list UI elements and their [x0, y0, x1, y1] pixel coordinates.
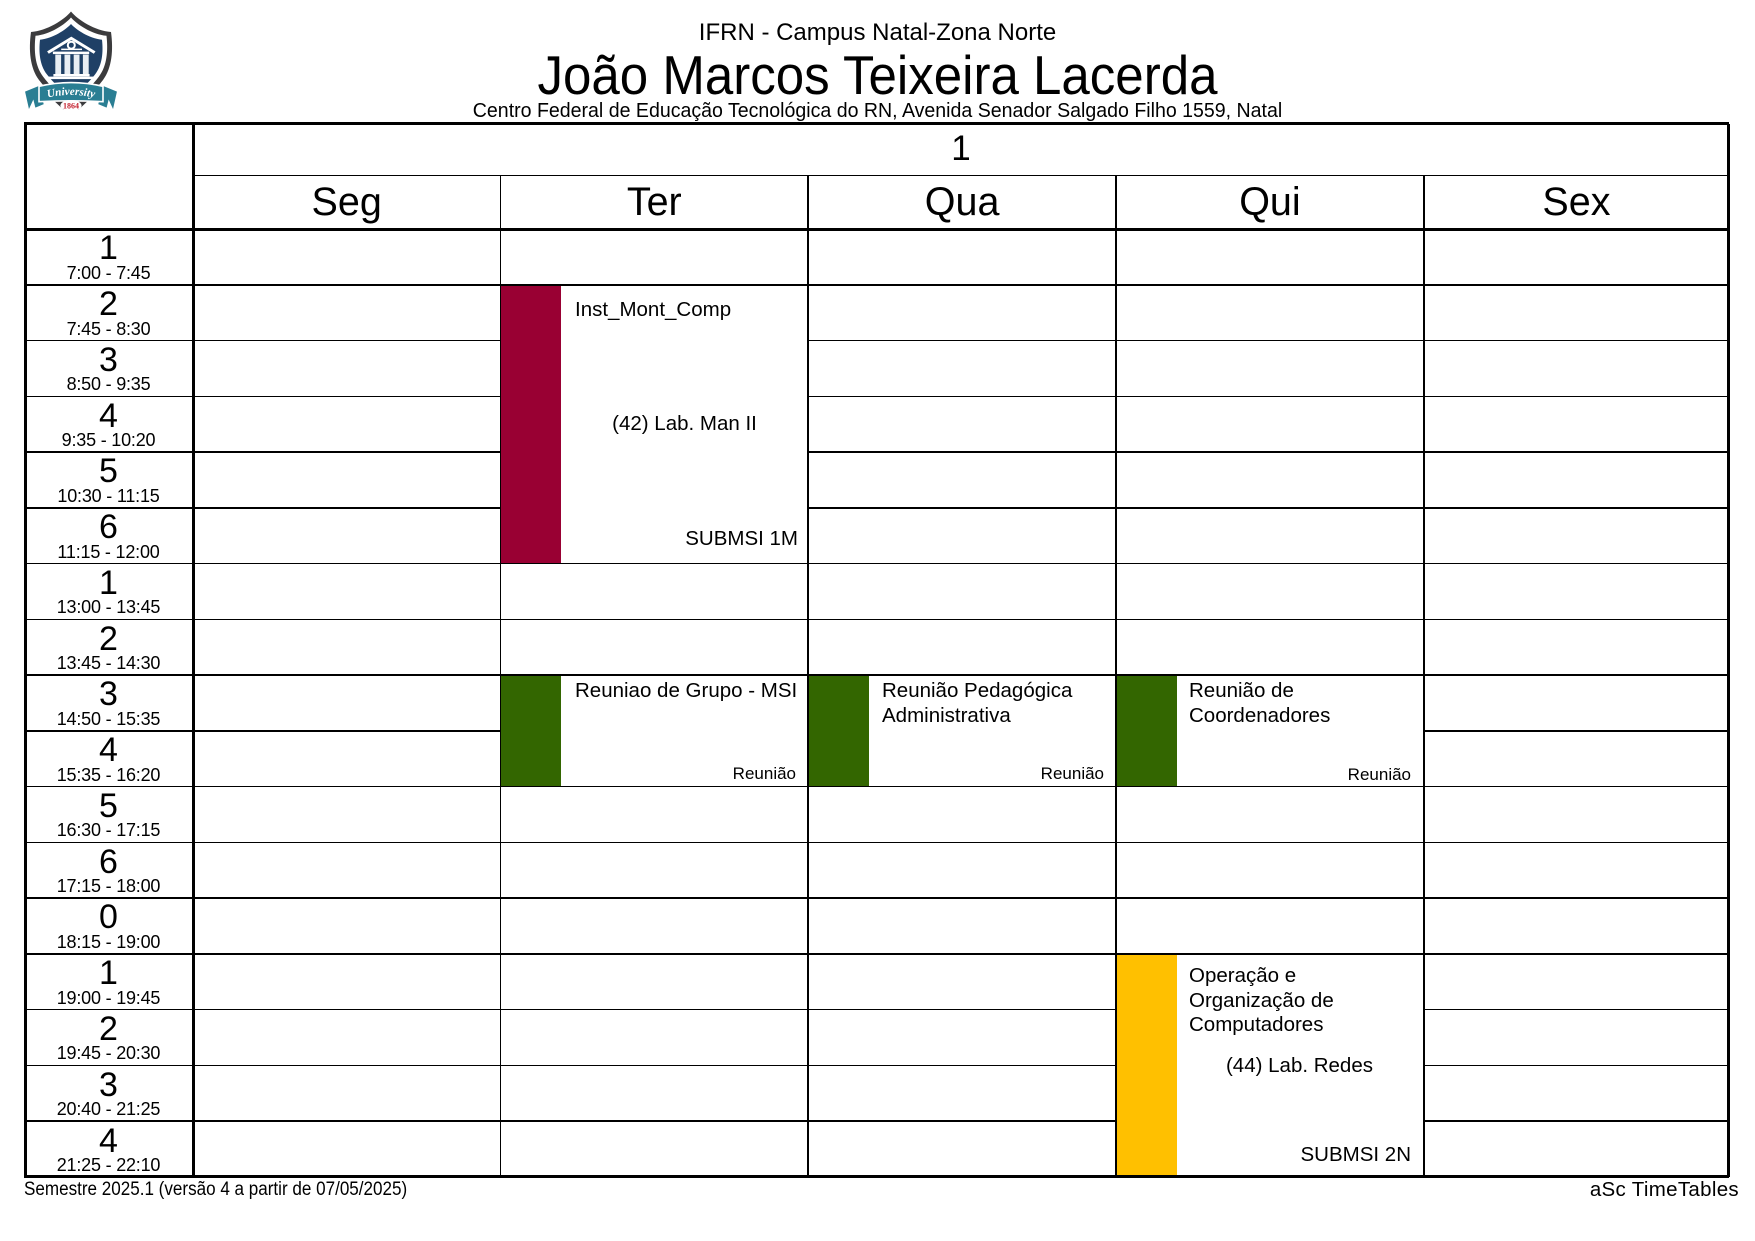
- svg-text:1864: 1864: [63, 101, 79, 110]
- svg-text:University: University: [46, 86, 96, 101]
